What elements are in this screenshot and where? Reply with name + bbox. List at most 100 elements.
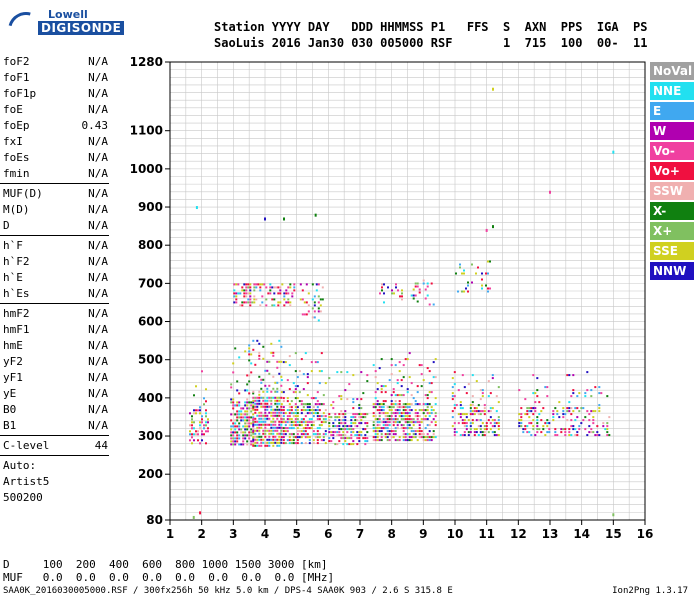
echo-point	[600, 392, 603, 395]
echo-point	[428, 439, 431, 442]
echo-point	[382, 427, 385, 430]
echo-point	[273, 304, 276, 307]
echo-point	[598, 410, 601, 413]
echo-point	[281, 283, 284, 286]
echo-point	[536, 422, 539, 425]
echo-point	[459, 401, 462, 404]
echo-point	[540, 410, 543, 413]
echo-point	[532, 407, 535, 410]
echo-point	[522, 431, 525, 434]
echo-point	[248, 350, 251, 353]
echo-point	[428, 436, 431, 439]
param-row: h`F2 N/A	[0, 254, 115, 270]
echo-point	[394, 421, 397, 424]
param-divider	[0, 455, 109, 456]
echo-point	[570, 419, 573, 422]
echo-point	[284, 430, 287, 433]
echo-point	[264, 384, 267, 387]
echo-point	[453, 422, 456, 425]
echo-point	[282, 415, 285, 418]
echo-point	[400, 385, 403, 388]
echo-point	[342, 422, 345, 425]
echo-point	[301, 289, 304, 292]
echo-point	[260, 396, 263, 399]
echo-point	[302, 388, 305, 391]
param-row: yE N/A	[0, 386, 115, 402]
echo-point	[338, 416, 341, 419]
echo-point	[422, 439, 425, 442]
echo-point	[300, 412, 303, 415]
echo-point	[400, 427, 403, 430]
echo-point	[234, 347, 237, 350]
echo-point	[286, 427, 289, 430]
echo-point	[402, 424, 405, 427]
echo-point	[254, 405, 257, 408]
echo-point	[408, 415, 411, 418]
echo-point	[394, 430, 397, 433]
echo-point	[590, 428, 593, 431]
echo-point	[278, 402, 281, 405]
echo-point	[236, 380, 239, 383]
echo-point	[380, 388, 383, 391]
echo-point	[352, 443, 355, 446]
echo-point	[258, 375, 261, 378]
echo-point	[258, 444, 261, 447]
echo-point	[402, 412, 405, 415]
echo-point	[471, 410, 474, 413]
echo-point	[290, 433, 293, 436]
echo-point	[322, 433, 325, 436]
echo-point	[274, 438, 277, 441]
echo-point	[487, 260, 489, 263]
echo-point	[382, 409, 385, 412]
echo-point	[203, 424, 205, 427]
echo-point	[294, 406, 297, 409]
echo-point	[404, 358, 407, 361]
echo-point	[465, 416, 468, 419]
echo-point	[294, 385, 297, 388]
echo-point	[530, 410, 533, 413]
echo-point	[264, 432, 267, 435]
echo-point	[299, 298, 302, 301]
echo-point	[479, 389, 482, 392]
echo-point	[253, 301, 256, 304]
echo-point	[300, 400, 303, 403]
echo-point	[552, 416, 555, 419]
echo-point	[256, 339, 259, 342]
echo-point	[582, 407, 585, 410]
echo-point	[342, 419, 345, 422]
echo-point	[316, 430, 319, 433]
echo-point	[266, 387, 269, 390]
echo-point	[272, 417, 275, 420]
echo-point	[272, 420, 275, 423]
echo-point	[526, 407, 529, 410]
echo-point	[556, 434, 559, 437]
echo-point	[322, 436, 325, 439]
echo-point	[410, 403, 413, 406]
param-label: B0	[3, 403, 17, 416]
echo-point	[463, 272, 465, 275]
echo-point	[201, 421, 203, 424]
echo-point	[410, 409, 413, 412]
param-value: N/A	[88, 323, 108, 336]
echo-point	[247, 283, 250, 286]
echo-point	[201, 418, 203, 421]
echo-point	[348, 437, 351, 440]
echo-point	[434, 358, 437, 361]
echo-point	[243, 283, 246, 286]
echo-point	[386, 412, 389, 415]
echo-point	[308, 436, 311, 439]
echo-point	[311, 316, 314, 319]
echo-point	[469, 431, 472, 434]
echo-point	[277, 301, 280, 304]
echo-point	[352, 440, 355, 443]
echo-point	[352, 374, 355, 377]
echo-point	[248, 380, 251, 383]
echo-point	[244, 350, 247, 353]
echo-point	[249, 283, 252, 286]
echo-point	[398, 439, 401, 442]
echo-point	[252, 405, 255, 408]
echo-point	[268, 441, 271, 444]
echo-point	[262, 414, 265, 417]
echo-point	[262, 441, 265, 444]
legend-item-vo-: Vo-	[650, 142, 694, 162]
